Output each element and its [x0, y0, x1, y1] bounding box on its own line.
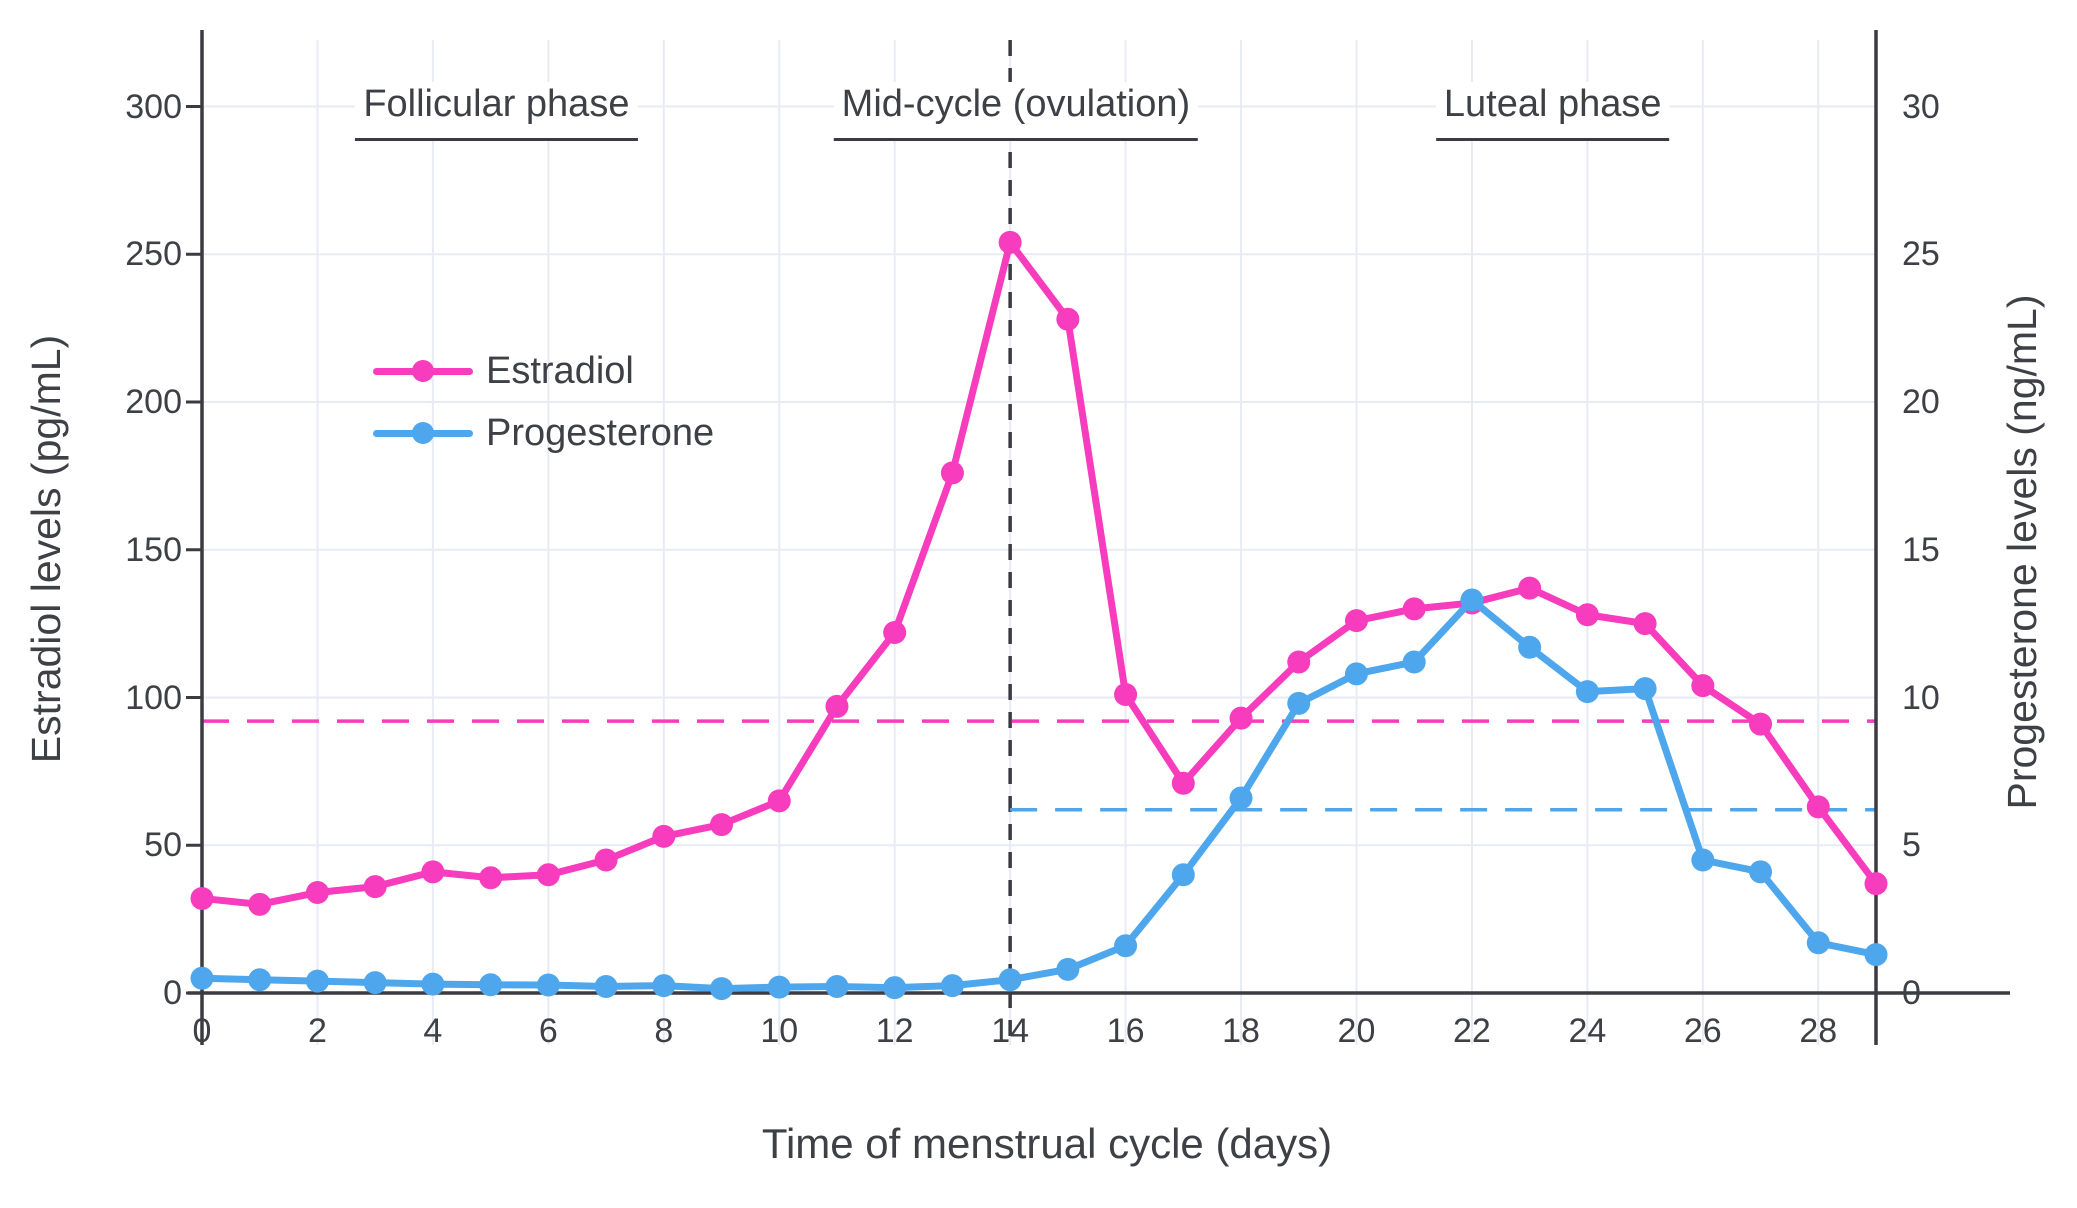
x-axis-tick-label: 12 — [875, 1012, 914, 1050]
y-axis-right-tick-label: 10 — [1902, 678, 1940, 717]
x-axis-tick-label: 14 — [991, 1012, 1030, 1050]
y-axis-right-tick-label: 0 — [1902, 974, 1921, 1012]
y-axis-left-tick-label: 150 — [125, 530, 182, 569]
x-axis-tick-label: 18 — [1222, 1012, 1260, 1050]
progesterone-line-marker-icon — [373, 420, 473, 446]
legend-label-estradiol: Estradiol — [486, 349, 634, 392]
legend-label-progesterone: Progesterone — [486, 411, 715, 454]
x-axis-tick-label: 20 — [1337, 1012, 1376, 1050]
x-axis-tick-label: 4 — [423, 1012, 443, 1050]
y-axis-right-tick-label: 15 — [1902, 530, 1940, 569]
y-axis-right-tick-label: 25 — [1902, 235, 1940, 274]
y-axis-right-tick-label: 20 — [1902, 383, 1940, 421]
x-axis-tick-label: 2 — [307, 1012, 327, 1050]
right-axis-title: Progesterone levels (ng/mL) — [1999, 294, 2045, 810]
estradiol-line-marker-icon — [373, 358, 473, 384]
legend: Estradiol Progesterone — [373, 349, 714, 473]
x-axis-tick-label: 0 — [192, 1012, 212, 1050]
x-axis-title: Time of menstrual cycle (days) — [761, 1120, 1333, 1167]
y-axis-left-tick-label: 250 — [125, 235, 182, 274]
x-axis-tick-label: 8 — [654, 1012, 674, 1050]
y-axis-left-tick-label: 300 — [125, 87, 182, 126]
x-axis-tick-label: 22 — [1453, 1012, 1491, 1050]
y-axis-left-tick-label: 100 — [125, 678, 182, 717]
x-axis-tick-label: 28 — [1799, 1012, 1838, 1050]
legend-item-estradiol[interactable]: Estradiol — [373, 349, 714, 393]
y-axis-right-tick-label: 5 — [1902, 826, 1921, 865]
x-axis-tick-label: 10 — [760, 1012, 799, 1050]
y-axis-left-tick-label: 50 — [144, 826, 182, 865]
x-axis-tick-label: 26 — [1683, 1012, 1722, 1050]
y-axis-left-tick-label: 0 — [163, 974, 182, 1012]
phase-label-midcycle: Mid-cycle (ovulation) — [833, 82, 1199, 141]
legend-item-progesterone[interactable]: Progesterone — [373, 411, 714, 455]
x-axis-tick-label: 24 — [1568, 1012, 1607, 1050]
x-axis-tick-label: 16 — [1106, 1012, 1145, 1050]
phase-label-follicular: Follicular phase — [355, 82, 638, 141]
y-axis-left-tick-label: 200 — [125, 383, 182, 421]
phase-label-luteal: Luteal phase — [1435, 82, 1670, 141]
x-axis-tick-label: 6 — [538, 1012, 558, 1050]
y-axis-right-tick-label: 30 — [1902, 87, 1940, 126]
